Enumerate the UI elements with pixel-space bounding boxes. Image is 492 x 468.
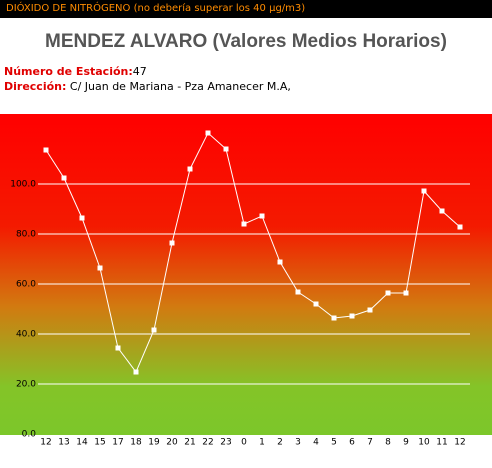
x-tick-label: 20 <box>166 438 178 448</box>
address-label: Dirección: <box>4 80 67 93</box>
x-tick-label: 5 <box>331 438 337 448</box>
x-tick-label: 1 <box>259 438 265 448</box>
x-tick-label: 12 <box>40 438 51 448</box>
x-tick-label: 0 <box>241 438 247 448</box>
notice-bar: DIÓXIDO DE NITRÓGENO (no debería superar… <box>0 0 492 18</box>
x-tick-label: 13 <box>58 438 69 448</box>
x-tick-label: 2 <box>277 438 283 448</box>
data-point <box>403 290 409 296</box>
x-tick-label: 10 <box>418 438 430 448</box>
x-tick-label: 6 <box>349 438 355 448</box>
data-point <box>187 166 193 172</box>
x-tick-label: 11 <box>436 438 447 448</box>
y-tick-label: 20.0 <box>16 380 36 390</box>
data-point <box>385 290 391 296</box>
y-tick-label: 80.0 <box>16 230 36 240</box>
data-point <box>421 188 427 194</box>
data-point <box>115 345 121 351</box>
x-tick-label: 19 <box>148 438 160 448</box>
x-tick-label: 14 <box>76 438 88 448</box>
x-tick-label: 15 <box>94 438 105 448</box>
notice: DIÓXIDO DE NITRÓGENO (no debería superar… <box>6 3 306 14</box>
data-point <box>295 289 301 295</box>
address: C/ Juan de Mariana - Pza Amanecer M.A, <box>69 80 291 93</box>
x-tick-label: 7 <box>367 438 373 448</box>
data-line <box>45 132 461 373</box>
station-number: 47 <box>132 65 147 78</box>
data-point <box>457 224 463 230</box>
data-point <box>241 221 247 227</box>
x-tick-label: 8 <box>385 438 391 448</box>
x-tick-label: 23 <box>220 438 231 448</box>
x-tick-label: 17 <box>112 438 123 448</box>
data-point <box>151 327 157 333</box>
data-point <box>61 175 67 181</box>
data-point <box>259 213 265 219</box>
data-point <box>169 240 175 246</box>
data-point <box>223 146 229 152</box>
data-point <box>367 307 373 313</box>
address-row: Dirección: C/ Juan de Mariana - Pza Aman… <box>4 80 291 93</box>
data-point <box>277 259 283 265</box>
x-tick-label: 3 <box>295 438 301 448</box>
station-label: Número de Estación: <box>4 65 133 78</box>
data-point <box>313 301 319 307</box>
data-point <box>205 130 211 136</box>
x-tick-label: 22 <box>202 438 213 448</box>
data-point <box>331 315 337 321</box>
x-tick-label: 21 <box>184 438 195 448</box>
x-tick-label: 12 <box>454 438 465 448</box>
x-tick-label: 9 <box>403 438 409 448</box>
data-point <box>133 369 139 375</box>
y-tick-label: 40.0 <box>16 330 36 340</box>
data-point <box>349 313 355 319</box>
chart-title: MENDEZ ALVARO (Valores Medios Horarios) <box>45 31 447 52</box>
y-tick-label: 100.0 <box>10 180 36 190</box>
data-point <box>97 265 103 271</box>
data-point <box>439 208 445 214</box>
y-tick-label: 60.0 <box>16 280 36 290</box>
y-tick-label: 0.0 <box>22 430 37 440</box>
station-row: Número de Estación:47 <box>4 65 147 78</box>
data-point <box>79 215 85 221</box>
x-tick-label: 4 <box>313 438 319 448</box>
data-point <box>43 147 49 153</box>
plot-background <box>0 114 492 435</box>
x-tick-label: 18 <box>130 438 142 448</box>
